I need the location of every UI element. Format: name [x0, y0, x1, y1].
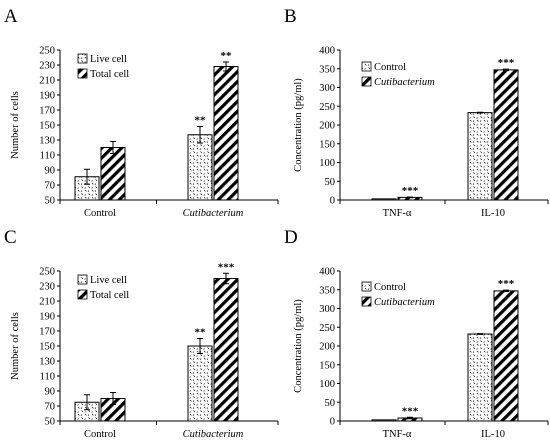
y-tick-label: 350 — [319, 64, 335, 75]
significance-label: *** — [498, 278, 515, 290]
significance-label: ** — [221, 50, 233, 62]
y-tick-label: 70 — [45, 181, 56, 192]
legend-label: Live cell — [90, 54, 127, 65]
y-tick-label: 70 — [45, 402, 56, 413]
x-category-label: Control — [84, 429, 116, 440]
significance-label: *** — [402, 185, 419, 197]
legend-swatch — [77, 53, 88, 64]
x-category-label: Cutibacterium — [183, 208, 244, 219]
panel-c: C 50 70 90 110 130 150 170 190 210 230 250 Number of… — [4, 227, 279, 440]
y-tick-label: 150 — [319, 360, 335, 371]
legend-swatch — [77, 68, 88, 79]
panel-a: A 50 70 90 110 130 150 170 190 210 230 250 Number of… — [4, 6, 279, 219]
bar — [371, 198, 397, 201]
x-category-label: IL-10 — [481, 429, 505, 440]
panel-d: D 0 50 100 150 200 250 300 350 400 Concentration (… — [284, 227, 549, 440]
y-tick-label: 350 — [319, 285, 335, 296]
panel-b: B 0 50 100 150 200 250 300 350 400 Concentration (… — [284, 6, 549, 219]
y-tick-label: 210 — [39, 76, 55, 87]
significance-label: ** — [195, 115, 207, 127]
y-tick-label: 300 — [319, 304, 335, 315]
y-tick-label: 50 — [45, 196, 56, 207]
legend-label: Total cell — [90, 69, 129, 80]
y-tick-label: 50 — [325, 177, 336, 188]
y-tick-label: 300 — [319, 83, 335, 94]
panel-letter: B — [284, 6, 297, 27]
y-tick-label: 400 — [319, 267, 335, 278]
legend-swatch — [361, 61, 372, 72]
significance-label: ** — [195, 327, 207, 339]
x-category-label: Control — [84, 208, 116, 219]
y-tick-label: 170 — [39, 106, 55, 117]
y-tick-label: 400 — [319, 46, 335, 57]
legend-swatch — [77, 289, 88, 300]
y-tick-label: 100 — [319, 379, 335, 390]
significance-label: *** — [218, 261, 235, 273]
y-axis-label: Number of cells — [10, 312, 21, 380]
y-tick-label: 150 — [319, 139, 335, 150]
legend-label: Control — [374, 62, 406, 73]
y-tick-label: 200 — [319, 342, 335, 353]
panel-letter: D — [284, 227, 298, 248]
bar — [187, 134, 213, 201]
legend-label: Cutibacterium — [374, 297, 435, 308]
legend-swatch — [361, 76, 372, 87]
significance-label: *** — [498, 57, 515, 69]
bar — [493, 290, 519, 422]
legend-label: Cutibacterium — [374, 77, 435, 88]
panel-letter: C — [4, 227, 17, 248]
y-tick-label: 150 — [39, 121, 55, 132]
y-tick-label: 0 — [330, 196, 335, 207]
y-axis-label: Concentration (pg/ml) — [293, 299, 304, 393]
bar — [213, 66, 239, 201]
legend-label: Total cell — [90, 290, 129, 301]
y-tick-label: 250 — [319, 102, 335, 113]
y-axis-label: Concentration (pg/ml) — [293, 78, 304, 172]
y-tick-label: 250 — [39, 46, 55, 57]
x-category-label: TNF-α — [383, 429, 412, 440]
y-tick-label: 170 — [39, 327, 55, 338]
y-tick-label: 100 — [319, 158, 335, 169]
y-tick-label: 50 — [45, 417, 56, 428]
x-category-label: TNF-α — [383, 208, 412, 219]
x-category-label: Cutibacterium — [183, 429, 244, 440]
y-tick-label: 210 — [39, 297, 55, 308]
y-tick-label: 190 — [39, 312, 55, 323]
x-category-label: IL-10 — [481, 208, 505, 219]
bar — [371, 419, 397, 422]
y-tick-label: 150 — [39, 342, 55, 353]
y-tick-label: 230 — [39, 282, 55, 293]
bar — [467, 112, 493, 201]
legend-swatch — [77, 274, 88, 285]
y-tick-label: 200 — [319, 121, 335, 132]
y-tick-label: 90 — [45, 166, 56, 177]
y-tick-label: 90 — [45, 387, 56, 398]
y-tick-label: 250 — [319, 323, 335, 334]
y-tick-label: 110 — [40, 151, 55, 162]
legend-swatch — [361, 281, 372, 292]
y-tick-label: 50 — [325, 398, 336, 409]
y-tick-label: 250 — [39, 267, 55, 278]
legend-swatch — [361, 296, 372, 307]
panel-letter: A — [4, 6, 18, 27]
y-tick-label: 130 — [39, 136, 55, 147]
bar — [187, 345, 213, 422]
significance-label: *** — [402, 405, 419, 417]
y-tick-label: 230 — [39, 61, 55, 72]
y-tick-label: 190 — [39, 91, 55, 102]
legend-label: Live cell — [90, 275, 127, 286]
bar — [100, 147, 126, 201]
bar — [493, 69, 519, 201]
y-tick-label: 0 — [330, 417, 335, 428]
bar — [467, 333, 493, 422]
y-tick-label: 130 — [39, 357, 55, 368]
y-tick-label: 110 — [40, 372, 55, 383]
legend-label: Control — [374, 282, 406, 293]
y-axis-label: Number of cells — [10, 91, 21, 159]
bar — [213, 278, 239, 422]
